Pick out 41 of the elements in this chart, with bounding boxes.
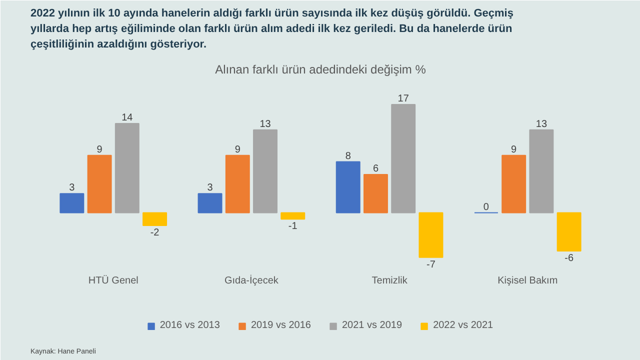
data-label: 17 <box>398 93 410 104</box>
bar <box>198 193 222 214</box>
bar <box>418 212 444 258</box>
bar <box>336 161 360 214</box>
legend-label: 2019 vs 2016 <box>250 320 311 331</box>
data-label: -7 <box>426 259 436 270</box>
chart-subtitle: Alınan farklı ürün adedindeki değişim % <box>215 62 426 76</box>
data-label: 14 <box>122 112 134 124</box>
bar <box>280 212 306 220</box>
bar <box>502 154 526 214</box>
data-label: 13 <box>536 118 548 130</box>
data-label: 13 <box>260 118 272 130</box>
chart-title: 2022 yılının ilk 10 ayında hanelerin aldığı farklı ürün sayısında ilk kez düşüş görüldü. Geçmiş yıllarda hep artış eğiliminde olan farklı ürün alım adedi ilk kez geriledi. Bu da hanelerde ürün çeşitliliğinin azaldığını gösteriyor. <box>30 7 514 50</box>
data-label: 9 <box>96 144 103 156</box>
data-label: 9 <box>234 144 241 156</box>
bar <box>225 154 250 214</box>
data-label: 0 <box>483 202 490 213</box>
data-label: 8 <box>345 150 352 162</box>
legend-label: 2021 vs 2019 <box>342 320 402 331</box>
data-label: -1 <box>288 221 298 232</box>
bar <box>253 129 278 214</box>
data-label: -6 <box>564 253 574 264</box>
bar <box>556 212 582 252</box>
bar <box>391 104 416 214</box>
legend-label: 2022 vs 2021 <box>433 320 494 331</box>
data-label: 3 <box>69 182 76 194</box>
data-label: 9 <box>511 144 518 156</box>
bar <box>114 123 140 214</box>
x-tick-label: Temizlik <box>372 276 408 287</box>
x-tick-label: Kişisel Bakım <box>498 276 558 287</box>
data-label: 3 <box>207 182 214 194</box>
x-tick-label: Gıda-İçecek <box>224 274 280 287</box>
x-tick-label: HTÜ Genel <box>88 274 138 287</box>
data-label: 6 <box>372 164 379 175</box>
bar <box>142 212 168 226</box>
bar <box>364 174 388 214</box>
bar <box>529 129 554 214</box>
bar <box>60 193 84 214</box>
legend-label: 2016 vs 2013 <box>160 320 220 331</box>
data-label: -2 <box>150 228 160 239</box>
bar <box>87 154 112 214</box>
